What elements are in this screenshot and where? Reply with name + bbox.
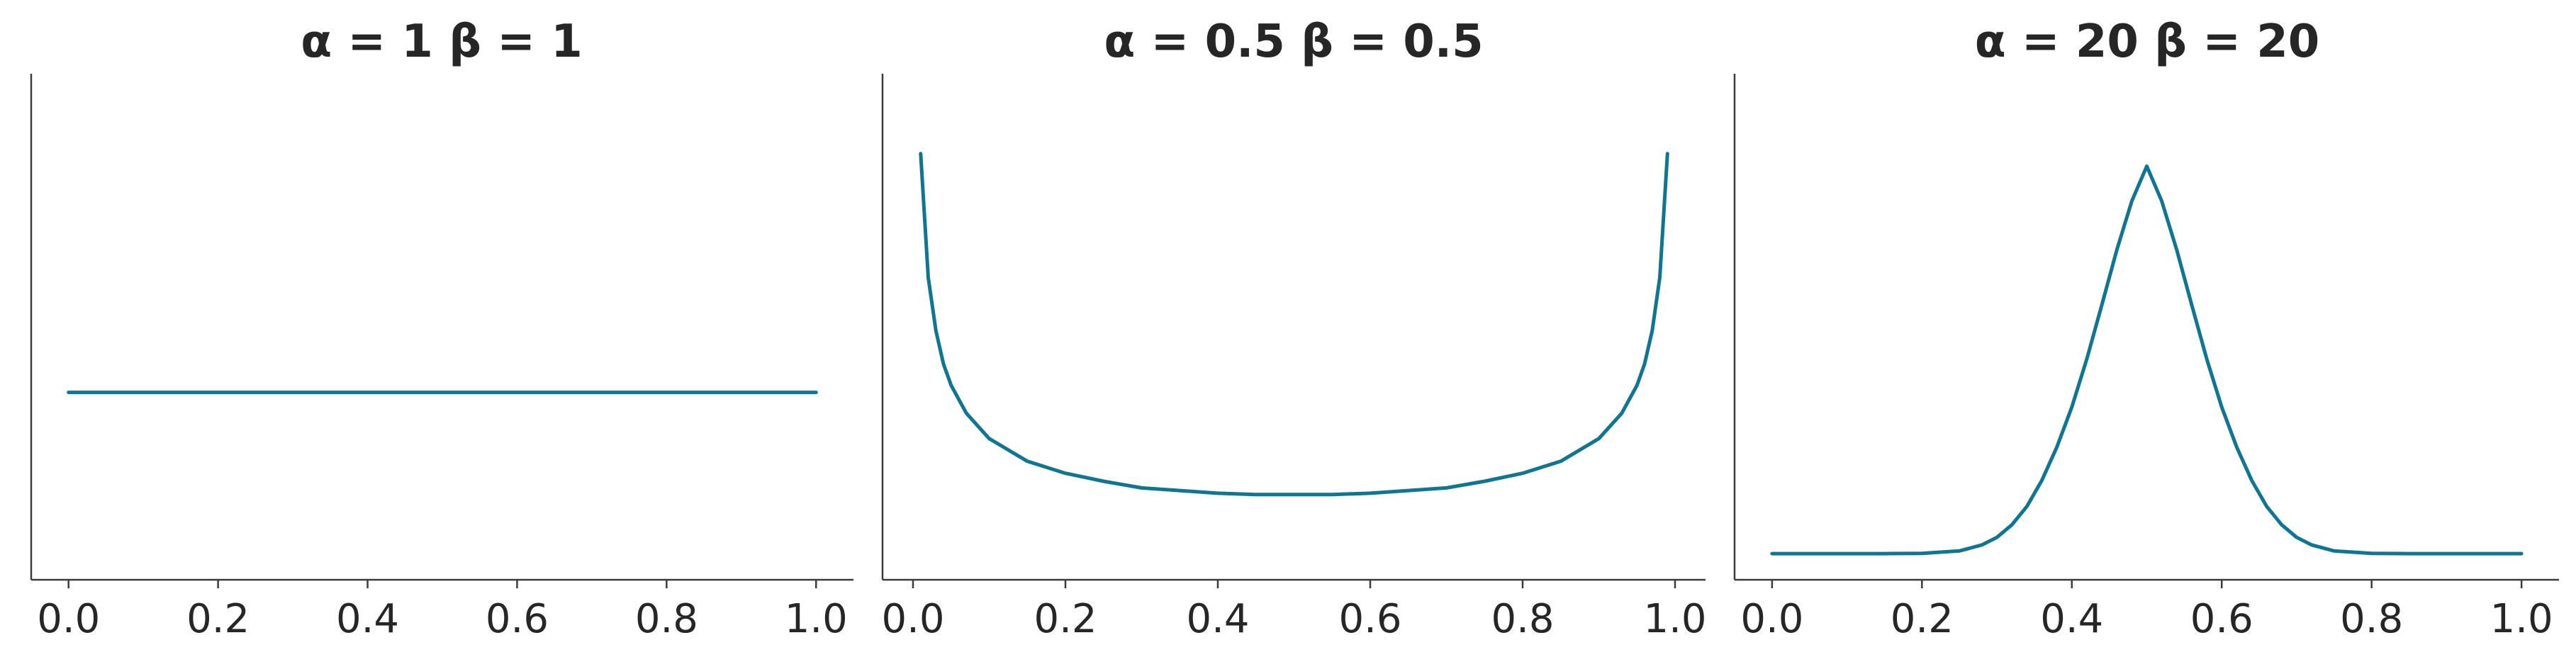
subplot-1-x-tick-label: 0.8 xyxy=(635,596,698,642)
subplot-2-x-tick-label: 1.0 xyxy=(1643,596,1706,642)
subplot-1-title: α = 1 β = 1 xyxy=(301,16,583,68)
subplot-1-x-tick-label: 0.2 xyxy=(186,596,250,642)
subplot-1-x-tick-label: 0.6 xyxy=(486,596,549,642)
subplot-2-x-ticks: 0.0 0.2 0.4 0.6 0.8 1.0 xyxy=(881,580,1707,642)
subplot-2-x-tick-label: 0.0 xyxy=(881,596,944,642)
subplot-3-series xyxy=(1770,164,2524,556)
subplot-3: α = 20 β = 20 0.0 0.2 0.4 0.6 0.8 1.0 xyxy=(1733,16,2559,642)
subplot-2-x-tick-label: 0.2 xyxy=(1034,596,1097,642)
subplot-2-series-line xyxy=(919,152,1669,497)
subplot-3-x-tick-label: 0.6 xyxy=(2190,596,2253,642)
subplot-1-x-tick-label: 0.4 xyxy=(336,596,399,642)
subplot-1: α = 1 β = 1 0.0 0.2 0.4 0.6 0.8 1.0 xyxy=(30,16,853,642)
subplot-2-x-tick-label: 0.8 xyxy=(1491,596,1554,642)
subplot-3-x-tick-label: 0.8 xyxy=(2340,596,2403,642)
subplot-2-series xyxy=(919,152,1669,497)
subplot-2-x-tick-label: 0.4 xyxy=(1186,596,1249,642)
subplot-3-x-tick-label: 0.4 xyxy=(2040,596,2103,642)
subplot-1-x-tick-label: 1.0 xyxy=(785,596,848,642)
subplot-1-x-tick-label: 0.0 xyxy=(37,596,100,642)
subplot-2: α = 0.5 β = 0.5 0.0 0.2 0.4 0.6 0.8 1.0 xyxy=(881,16,1706,642)
subplot-3-x-ticks: 0.0 0.2 0.4 0.6 0.8 1.0 xyxy=(1740,580,2553,642)
subplot-3-title: α = 20 β = 20 xyxy=(1975,16,2320,68)
subplot-3-series-line xyxy=(1770,164,2524,556)
subplot-1-x-ticks: 0.0 0.2 0.4 0.6 0.8 1.0 xyxy=(37,580,848,642)
subplot-3-x-tick-label: 0.2 xyxy=(1891,596,1954,642)
subplot-2-x-tick-label: 0.6 xyxy=(1338,596,1401,642)
subplot-3-x-tick-label: 1.0 xyxy=(2490,596,2553,642)
subplot-3-x-tick-label: 0.0 xyxy=(1740,596,1803,642)
subplot-2-title: α = 0.5 β = 0.5 xyxy=(1104,16,1483,68)
